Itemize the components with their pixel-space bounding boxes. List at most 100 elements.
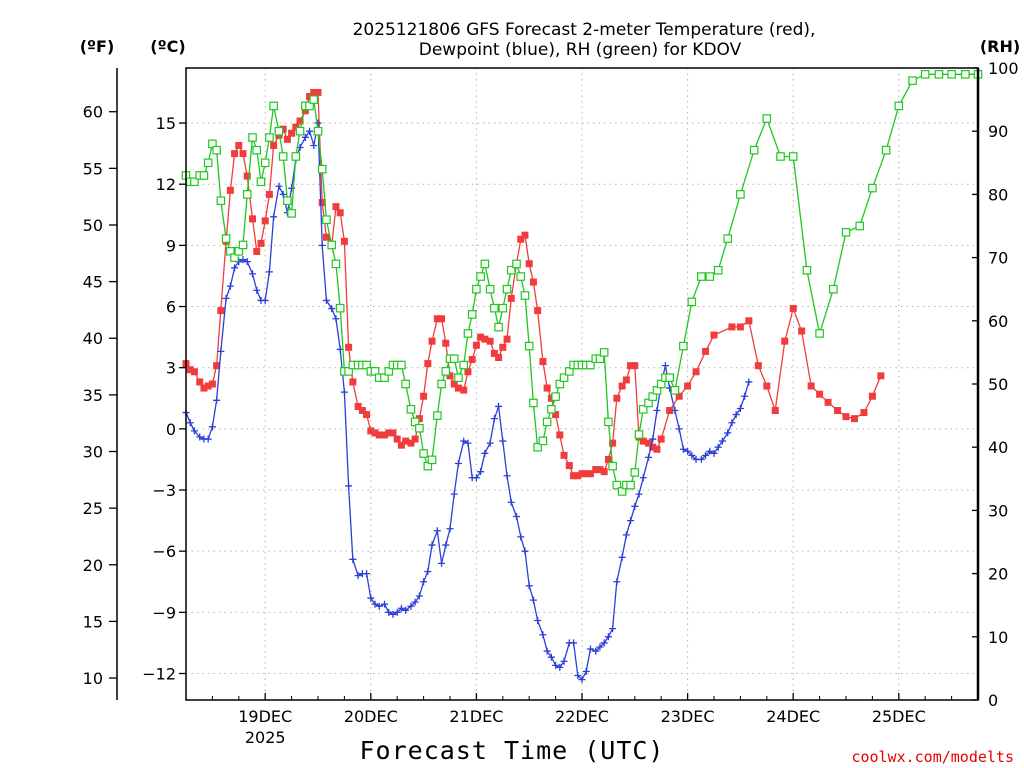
temperature-point	[842, 413, 850, 421]
temperature-point	[253, 247, 261, 255]
dewpoint-point	[310, 141, 318, 149]
dewpoint-point	[407, 602, 415, 610]
dewpoint-point	[345, 482, 353, 490]
celsius-tick-label: 6	[166, 298, 176, 317]
fahrenheit-tick-label: 50	[83, 216, 103, 235]
dewpoint-point	[270, 213, 278, 221]
relative-humidity-point	[736, 190, 745, 199]
relative-humidity-point	[512, 259, 521, 269]
temperature-point	[288, 129, 296, 137]
dewpoint-point	[570, 639, 578, 647]
dewpoint-point	[490, 415, 498, 423]
temperature-point	[534, 307, 542, 315]
temperature-point	[604, 455, 612, 463]
temperature-point	[450, 380, 458, 388]
temperature-point	[402, 437, 410, 445]
temperature-point	[363, 411, 371, 419]
temperature-point	[196, 378, 204, 386]
temperature-point	[239, 150, 247, 158]
relative-humidity-point	[961, 70, 970, 79]
dewpoint-point	[653, 407, 661, 415]
temperature-point	[477, 333, 485, 341]
temperature-point	[381, 431, 389, 439]
relative-humidity-point	[612, 480, 622, 490]
temperature-point	[618, 382, 626, 390]
relative-humidity-point	[472, 284, 481, 294]
temperature-point	[789, 305, 797, 313]
rh-tick-label: 50	[988, 375, 1008, 394]
dewpoint-point	[560, 657, 568, 665]
temperature-point	[649, 443, 657, 451]
relative-humidity-point	[221, 234, 231, 243]
temperature-point	[495, 353, 503, 361]
dewpoint-point	[702, 451, 710, 459]
relative-humidity-point	[256, 177, 266, 187]
temperature-point	[186, 366, 194, 374]
dewpoint-point	[477, 468, 485, 476]
relative-humidity-point	[494, 322, 503, 332]
dewpoint-point	[649, 435, 657, 443]
dewpoint-point	[631, 502, 639, 510]
dewpoint-point	[340, 388, 348, 396]
celsius-tick-label: 0	[166, 420, 176, 439]
dewpoint-point	[688, 451, 696, 459]
relative-humidity-point	[467, 310, 477, 319]
dewpoint-point	[513, 513, 521, 521]
rh-tick-label: 0	[988, 691, 998, 710]
relative-humidity-point	[908, 76, 917, 85]
fahrenheit-tick-label: 35	[83, 386, 103, 405]
temperature-point	[438, 315, 446, 323]
temperature-point	[354, 402, 362, 410]
relative-humidity-point	[855, 221, 865, 231]
dewpoint-point	[349, 555, 357, 563]
relative-humidity-point	[670, 386, 680, 395]
temperature-point	[877, 372, 885, 380]
temperature-point	[204, 382, 212, 390]
dewpoint-point	[249, 270, 257, 278]
dewpoint-point	[243, 258, 251, 266]
relative-humidity-point	[485, 284, 495, 294]
dewpoint-point	[609, 625, 617, 633]
celsius-tick-label: 12	[156, 175, 176, 194]
relative-humidity-point	[287, 209, 296, 218]
dewpoint-point	[517, 533, 525, 541]
temperature-point	[332, 203, 340, 211]
dewpoint-point	[596, 643, 604, 651]
axes-ticks: 15129630−3−6−9−1260555045403530252015101…	[83, 59, 1019, 747]
temperature-point	[433, 315, 441, 323]
temperature-point	[296, 117, 304, 125]
temperature-point	[702, 347, 710, 355]
temperature-point	[552, 411, 560, 419]
temperature-point	[367, 427, 375, 435]
dewpoint-point	[724, 429, 732, 437]
temperature-point	[322, 233, 330, 241]
dewpoint-point	[433, 527, 441, 535]
dewpoint-point	[354, 572, 362, 580]
relative-humidity-markers	[181, 70, 983, 496]
relative-humidity-point	[559, 373, 569, 382]
dewpoint-point	[397, 604, 405, 612]
temperature-point	[243, 172, 251, 180]
temperature-point	[596, 466, 604, 474]
temperature-point	[560, 451, 568, 459]
dewpoint-point	[574, 672, 582, 680]
relative-humidity-point	[841, 228, 851, 237]
dewpoint-point	[529, 596, 537, 604]
relative-humidity-point	[454, 373, 463, 382]
x-tick-label: 19DEC	[238, 707, 292, 726]
credit-text: coolwx.com/modelts	[851, 748, 1014, 766]
relative-humidity-point	[415, 423, 424, 433]
dewpoint-point	[745, 378, 753, 386]
relative-humidity-point	[498, 303, 508, 313]
relative-humidity-point	[190, 177, 199, 187]
temperature-point	[265, 190, 273, 198]
temperature-point	[468, 356, 476, 364]
relative-humidity-point	[705, 272, 715, 281]
temperature-point	[582, 470, 590, 478]
relative-humidity-point	[776, 152, 785, 161]
rh-tick-label: 100	[988, 59, 1019, 78]
dewpoint-point	[460, 437, 468, 445]
rh-tick-label: 90	[988, 122, 1008, 141]
temperature-point	[231, 150, 239, 158]
temperature-point	[385, 429, 393, 437]
